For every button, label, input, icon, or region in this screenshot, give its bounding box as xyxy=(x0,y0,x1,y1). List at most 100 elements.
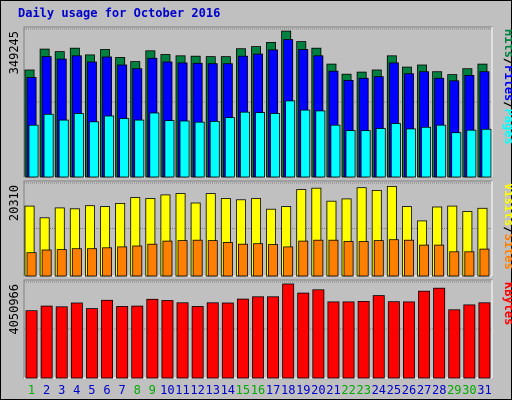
bar-pages-day-20 xyxy=(315,110,326,178)
day-label-13: 13 xyxy=(205,383,219,397)
side-label-part: Files xyxy=(502,65,512,101)
side-label-part: Hits xyxy=(502,29,512,58)
day-label-1: 1 xyxy=(28,383,35,397)
bar-pages-day-22 xyxy=(345,130,356,178)
bar-sites-day-28 xyxy=(434,244,445,277)
bar-pages-day-30 xyxy=(466,129,477,178)
bar-sites-day-18 xyxy=(283,246,294,277)
bar-pages-day-12 xyxy=(194,121,205,178)
bar-kbytes-day-3 xyxy=(55,306,68,379)
day-label-7: 7 xyxy=(118,383,125,397)
bar-kbytes-day-11 xyxy=(176,302,189,379)
bar-kbytes-day-21 xyxy=(327,301,340,379)
day-label-22: 22 xyxy=(341,383,355,397)
bar-sites-day-20 xyxy=(313,239,324,277)
day-label-23: 23 xyxy=(356,383,370,397)
chart-title: Daily usage for October 2016 xyxy=(18,6,221,20)
bar-sites-day-29 xyxy=(449,251,460,277)
bar-pages-day-23 xyxy=(360,130,371,178)
bar-kbytes-day-22 xyxy=(342,301,355,379)
bar-pages-day-2 xyxy=(43,113,54,178)
bar-sites-day-8 xyxy=(132,245,143,277)
bar-pages-day-14 xyxy=(224,117,235,178)
side-label-top: Hits/Files/Pages xyxy=(502,29,512,145)
bar-sites-day-13 xyxy=(207,240,218,277)
day-label-26: 26 xyxy=(402,383,416,397)
bar-kbytes-day-29 xyxy=(448,309,461,379)
bar-kbytes-day-13 xyxy=(206,302,219,379)
bar-sites-day-31 xyxy=(479,248,490,277)
bar-pages-day-29 xyxy=(451,132,462,178)
bar-kbytes-day-15 xyxy=(236,298,249,379)
bar-sites-day-19 xyxy=(298,240,309,277)
side-label-part: / xyxy=(502,58,512,65)
side-label-part: / xyxy=(502,101,512,108)
bar-sites-day-3 xyxy=(56,249,67,277)
day-label-27: 27 xyxy=(417,383,431,397)
bar-kbytes-day-20 xyxy=(312,289,325,379)
bar-pages-day-26 xyxy=(405,128,416,178)
bar-pages-day-9 xyxy=(149,112,160,178)
side-label-bot: KBytes xyxy=(502,282,512,325)
day-label-28: 28 xyxy=(432,383,446,397)
side-label-part: Sites xyxy=(502,234,512,270)
bar-kbytes-day-4 xyxy=(70,302,83,379)
bar-pages-day-25 xyxy=(390,123,401,178)
bar-sites-day-5 xyxy=(87,248,97,277)
day-label-8: 8 xyxy=(134,383,141,397)
bar-kbytes-day-10 xyxy=(161,300,174,379)
bar-pages-day-31 xyxy=(481,128,492,178)
day-label-24: 24 xyxy=(372,383,386,397)
day-label-2: 2 xyxy=(43,383,50,397)
day-label-15: 15 xyxy=(236,383,250,397)
day-label-14: 14 xyxy=(221,383,235,397)
day-label-30: 30 xyxy=(462,383,476,397)
bar-sites-day-17 xyxy=(268,244,279,277)
bar-kbytes-day-12 xyxy=(191,306,204,379)
bar-kbytes-day-28 xyxy=(433,287,446,379)
bar-pages-day-15 xyxy=(239,111,250,178)
day-label-21: 21 xyxy=(326,383,340,397)
bar-sites-day-15 xyxy=(237,243,248,277)
bar-pages-day-28 xyxy=(436,124,447,178)
bar-sites-day-16 xyxy=(253,243,264,277)
day-label-3: 3 xyxy=(58,383,65,397)
max-label-pages-files-hits: 349245 xyxy=(7,31,21,74)
bar-kbytes-day-5 xyxy=(86,308,98,379)
bar-kbytes-day-23 xyxy=(357,300,370,379)
bar-pages-day-13 xyxy=(209,121,220,178)
bar-pages-day-21 xyxy=(330,124,341,178)
day-label-9: 9 xyxy=(149,383,156,397)
bar-kbytes-day-9 xyxy=(146,298,159,379)
bar-pages-day-4 xyxy=(73,113,84,178)
bar-kbytes-day-18 xyxy=(282,283,295,379)
bar-sites-day-1 xyxy=(26,252,37,277)
bar-sites-day-7 xyxy=(117,246,128,277)
bar-sites-day-21 xyxy=(328,239,339,277)
bar-sites-day-23 xyxy=(358,241,369,277)
bar-pages-day-17 xyxy=(270,113,281,178)
bar-kbytes-day-16 xyxy=(252,296,265,379)
bar-kbytes-day-14 xyxy=(221,302,234,379)
bar-sites-day-24 xyxy=(373,240,384,277)
bar-kbytes-day-27 xyxy=(418,290,431,379)
bar-pages-day-7 xyxy=(119,118,130,178)
bar-kbytes-day-7 xyxy=(116,306,129,379)
bar-pages-day-6 xyxy=(104,115,115,178)
day-label-10: 10 xyxy=(160,383,174,397)
bar-kbytes-day-6 xyxy=(101,299,114,379)
side-label-part: KBytes xyxy=(502,282,512,325)
bar-kbytes-day-1 xyxy=(25,310,38,379)
bar-sites-day-2 xyxy=(41,249,52,277)
bar-pages-day-5 xyxy=(89,121,99,178)
bar-sites-day-14 xyxy=(222,241,233,277)
bar-sites-day-12 xyxy=(192,239,203,277)
side-label-part: Pages xyxy=(502,109,512,145)
bar-kbytes-day-17 xyxy=(267,296,280,379)
bar-pages-day-27 xyxy=(421,126,432,178)
max-label-sites-visits: 20310 xyxy=(7,185,21,221)
bar-pages-day-10 xyxy=(164,120,175,178)
day-label-16: 16 xyxy=(251,383,265,397)
day-label-5: 5 xyxy=(88,383,95,397)
